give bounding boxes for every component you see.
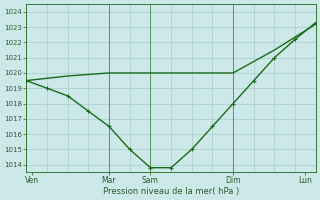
- X-axis label: Pression niveau de la mer( hPa ): Pression niveau de la mer( hPa ): [103, 187, 239, 196]
